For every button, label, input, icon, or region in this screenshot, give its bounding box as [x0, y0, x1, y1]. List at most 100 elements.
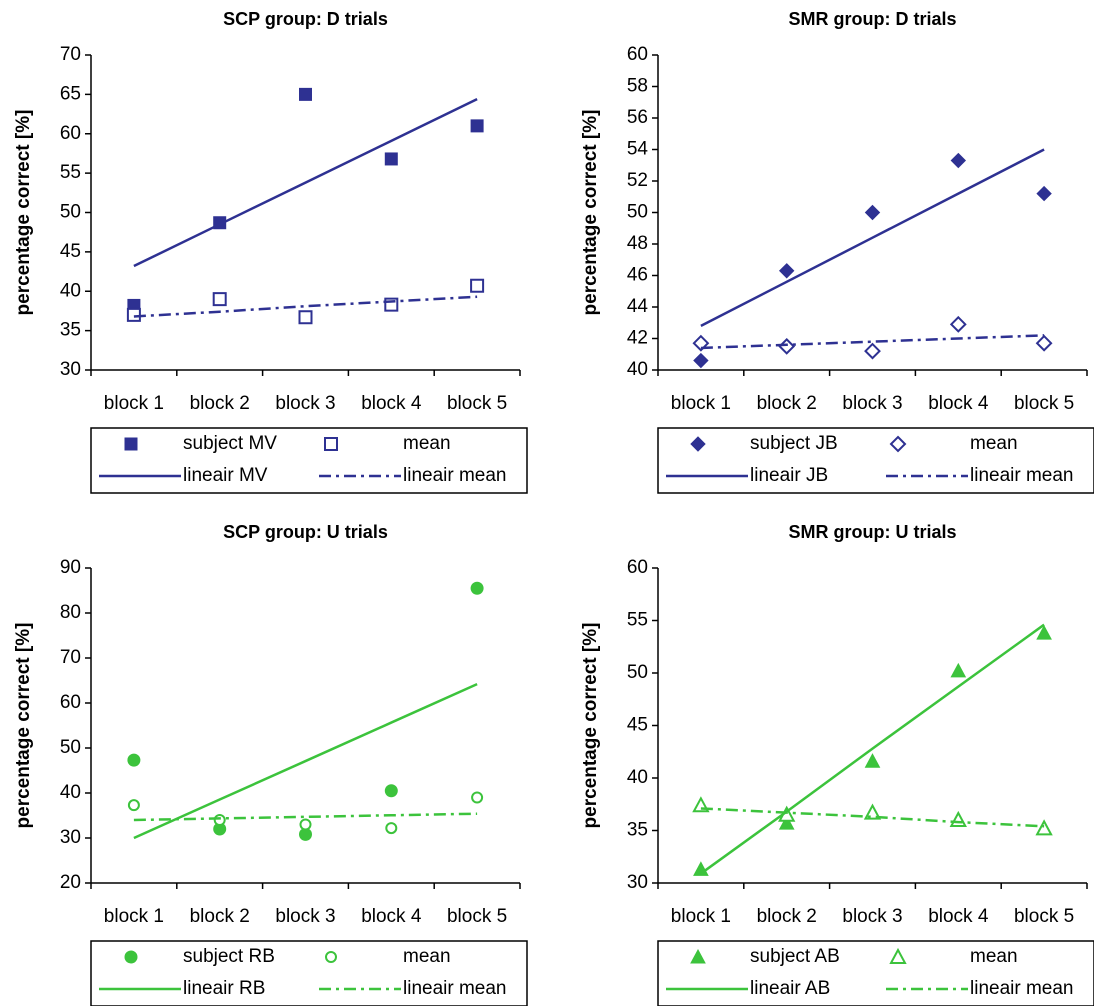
x-tick-label: block 5 — [1014, 906, 1074, 927]
legend-label: lineair mean — [403, 465, 507, 486]
legend-label: lineair mean — [403, 978, 507, 999]
y-tick-label: 90 — [60, 557, 81, 578]
x-tick-label: block 2 — [757, 393, 817, 414]
marker — [471, 791, 484, 804]
y-tick-label: 48 — [627, 233, 648, 254]
marker — [950, 152, 967, 169]
marker — [1035, 819, 1053, 836]
y-tick-label: 35 — [60, 320, 81, 341]
x-tick-label: block 3 — [275, 906, 335, 927]
y-tick-label: 30 — [627, 872, 648, 893]
trend-line — [133, 812, 478, 822]
y-tick-label: 50 — [60, 737, 81, 758]
marker — [778, 263, 795, 279]
legend-label: subject JB — [750, 433, 838, 454]
legend-label: lineair mean — [970, 465, 1074, 486]
marker — [864, 204, 881, 221]
y-tick-label: 50 — [627, 202, 648, 223]
marker — [126, 307, 141, 322]
marker — [949, 810, 967, 827]
y-tick-label: 40 — [60, 782, 81, 803]
legend-box — [90, 427, 528, 494]
legend-box — [657, 940, 1094, 1006]
y-tick-label: 70 — [60, 647, 81, 668]
legend-label: lineair RB — [183, 978, 265, 999]
y-tick-label: 35 — [627, 820, 648, 841]
legend-marker — [690, 948, 706, 964]
legend-label: mean — [970, 946, 1018, 967]
marker — [693, 352, 709, 369]
legend-label: lineair MV — [183, 465, 268, 486]
marker — [127, 753, 141, 767]
marker — [385, 822, 398, 835]
marker — [778, 337, 796, 355]
y-tick-label: 65 — [60, 83, 81, 104]
legend-box — [90, 940, 528, 1006]
y-tick-label: 45 — [627, 715, 648, 736]
legend-label: mean — [403, 433, 451, 454]
legend-marker — [325, 951, 337, 963]
legend-label: subject RB — [183, 946, 275, 967]
y-tick-label: 40 — [627, 359, 648, 380]
x-tick-label: block 4 — [361, 906, 422, 927]
marker — [299, 87, 312, 101]
x-tick-label: block 5 — [447, 906, 507, 927]
legend-marker — [690, 436, 706, 452]
y-tick-label: 60 — [627, 44, 648, 65]
marker — [212, 292, 227, 307]
y-tick-label: 46 — [627, 265, 648, 286]
legend-marker — [889, 947, 907, 964]
y-tick-label: 55 — [60, 162, 81, 183]
legend-marker — [124, 437, 138, 451]
y-tick-label: 54 — [627, 139, 649, 160]
marker — [778, 815, 795, 830]
y-axis-label: percentage correct [%] — [580, 623, 601, 829]
trend-line — [700, 148, 1045, 328]
y-tick-label: 56 — [627, 107, 648, 128]
y-tick-label: 52 — [627, 170, 648, 191]
subplot: SMR group: U trials percentage correct [%… — [580, 522, 1094, 1006]
y-tick-label: 40 — [627, 767, 648, 788]
y-tick-label: 30 — [60, 359, 81, 380]
legend-label: lineair JB — [750, 465, 828, 486]
legend-marker — [324, 437, 338, 451]
subplot: SMR group: D trials percentage correct [%… — [580, 9, 1094, 494]
chart-title: SCP group: U trials — [223, 522, 388, 542]
y-axis-label: percentage correct [%] — [580, 110, 601, 316]
y-tick-label: 42 — [627, 328, 648, 349]
marker — [470, 581, 484, 595]
y-tick-label: 58 — [627, 76, 648, 97]
trend-line — [700, 623, 1045, 875]
legend-label: subject AB — [750, 946, 840, 967]
marker — [299, 818, 312, 831]
legend-label: lineair AB — [750, 978, 830, 999]
y-axis-label: percentage correct [%] — [13, 623, 34, 829]
marker — [949, 315, 967, 333]
marker — [950, 662, 967, 678]
trend-line — [133, 682, 478, 840]
x-tick-label: block 5 — [1014, 393, 1074, 414]
subplot: SCP group: D trials percentage correct [%… — [13, 9, 528, 494]
x-tick-label: block 3 — [842, 906, 902, 927]
trend-line — [700, 807, 1045, 828]
x-tick-label: block 2 — [190, 906, 250, 927]
legend-marker — [889, 435, 907, 453]
trend-line — [700, 334, 1045, 350]
trend-line — [133, 97, 478, 268]
x-tick-label: block 2 — [757, 906, 817, 927]
x-tick-label: block 2 — [190, 393, 250, 414]
x-tick-label: block 3 — [842, 393, 902, 414]
legend-label: mean — [403, 946, 451, 967]
marker — [213, 814, 226, 826]
legend-box — [657, 427, 1094, 494]
x-tick-label: block 4 — [361, 393, 422, 414]
legend-label: mean — [970, 433, 1018, 454]
marker — [298, 310, 313, 325]
x-tick-label: block 4 — [928, 906, 989, 927]
x-tick-label: block 1 — [671, 906, 731, 927]
legend-label: subject MV — [183, 433, 277, 454]
y-tick-label: 30 — [60, 827, 81, 848]
y-tick-label: 60 — [627, 557, 648, 578]
